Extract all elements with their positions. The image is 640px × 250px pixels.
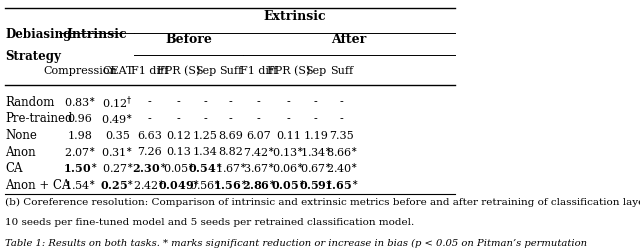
Text: CA: CA xyxy=(5,162,23,174)
Text: 3.67$^{\ast}$: 3.67$^{\ast}$ xyxy=(243,162,275,175)
Text: 2.30$^{\ast}$: 2.30$^{\ast}$ xyxy=(132,162,167,175)
Text: 8.66$^{\ast}$: 8.66$^{\ast}$ xyxy=(326,145,358,158)
Text: (b) Coreference resolution: Comparison of intrinsic and extrinsic metrics before: (b) Coreference resolution: Comparison o… xyxy=(5,197,640,206)
Text: 0.27$^{\ast}$: 0.27$^{\ast}$ xyxy=(102,162,134,175)
Text: -: - xyxy=(229,97,232,107)
Text: 1.54$^{\ast}$: 1.54$^{\ast}$ xyxy=(64,178,97,191)
Text: -: - xyxy=(177,114,180,124)
Text: Suff: Suff xyxy=(330,66,353,76)
Text: FPR (S): FPR (S) xyxy=(157,66,200,76)
Text: Intrinsic: Intrinsic xyxy=(67,28,127,40)
Text: 0.35: 0.35 xyxy=(105,130,130,140)
Text: 0.05$^{\ast}$: 0.05$^{\ast}$ xyxy=(163,162,195,175)
Text: 0.54$^{\ast}$: 0.54$^{\ast}$ xyxy=(188,162,223,175)
Text: 1.98: 1.98 xyxy=(68,130,93,140)
Text: -: - xyxy=(148,97,152,107)
Text: 0.67$^{\ast}$: 0.67$^{\ast}$ xyxy=(300,162,332,175)
Text: 0.96: 0.96 xyxy=(68,114,93,124)
Text: Sep: Sep xyxy=(195,66,216,76)
Text: Before: Before xyxy=(165,32,212,46)
Text: 2.07$^{\ast}$: 2.07$^{\ast}$ xyxy=(64,145,97,158)
Text: -: - xyxy=(204,114,207,124)
Text: -: - xyxy=(148,114,152,124)
Text: F1 diff: F1 diff xyxy=(240,66,277,76)
Text: -: - xyxy=(340,114,344,124)
Text: 1.65$^{\ast}$: 1.65$^{\ast}$ xyxy=(324,178,359,191)
Text: -: - xyxy=(177,97,180,107)
Text: 7.42$^{\ast}$: 7.42$^{\ast}$ xyxy=(243,145,275,158)
Text: Extrinsic: Extrinsic xyxy=(263,10,326,23)
Text: Debiasing: Debiasing xyxy=(5,28,72,40)
Text: -: - xyxy=(314,97,317,107)
Text: Random: Random xyxy=(5,96,54,108)
Text: Sep: Sep xyxy=(305,66,326,76)
Text: -: - xyxy=(204,97,207,107)
Text: Strategy: Strategy xyxy=(5,50,61,63)
Text: CEAT: CEAT xyxy=(102,66,133,76)
Text: 6.63: 6.63 xyxy=(137,130,162,140)
Text: 1.34$^{\ast}$: 1.34$^{\ast}$ xyxy=(300,145,332,158)
Text: -: - xyxy=(257,114,260,124)
Text: 0.11: 0.11 xyxy=(276,130,301,140)
Text: 0.13: 0.13 xyxy=(166,146,191,156)
Text: Anon: Anon xyxy=(5,145,36,158)
Text: -: - xyxy=(257,97,260,107)
Text: 0.49$^{\ast}$: 0.49$^{\ast}$ xyxy=(102,112,134,125)
Text: None: None xyxy=(5,128,37,141)
Text: 1.67$^{\ast}$: 1.67$^{\ast}$ xyxy=(214,162,247,175)
Text: Table 1: Results on both tasks. * marks significant reduction or increase in bia: Table 1: Results on both tasks. * marks … xyxy=(5,238,588,247)
Text: 8.69: 8.69 xyxy=(218,130,243,140)
Text: 7.35: 7.35 xyxy=(330,130,354,140)
Text: 0.59$^{\ast}$: 0.59$^{\ast}$ xyxy=(299,178,333,191)
Text: Suff: Suff xyxy=(219,66,243,76)
Text: 2.42$^{\ast}$: 2.42$^{\ast}$ xyxy=(133,178,166,191)
Text: 1.50$^{\ast}$: 1.50$^{\ast}$ xyxy=(63,162,97,175)
Text: 0.06$^{\ast}$: 0.06$^{\ast}$ xyxy=(272,162,305,175)
Text: 0.049$^{\ast}$: 0.049$^{\ast}$ xyxy=(157,178,200,191)
Text: FPR (S): FPR (S) xyxy=(267,66,310,76)
Text: -: - xyxy=(340,97,344,107)
Text: 1.34: 1.34 xyxy=(193,146,218,156)
Text: -: - xyxy=(287,114,291,124)
Text: Anon + CA: Anon + CA xyxy=(5,178,71,191)
Text: 1.25: 1.25 xyxy=(193,130,218,140)
Text: 1.56$^{\ast}$: 1.56$^{\ast}$ xyxy=(213,178,248,191)
Text: 0.83$^{\ast}$: 0.83$^{\ast}$ xyxy=(64,95,96,108)
Text: 10 seeds per fine-tuned model and 5 seeds per retrained classification model.: 10 seeds per fine-tuned model and 5 seed… xyxy=(5,217,415,226)
Text: 0.05$^{\ast}$: 0.05$^{\ast}$ xyxy=(271,178,306,191)
Text: F1 diff: F1 diff xyxy=(131,66,168,76)
Text: Compression: Compression xyxy=(44,66,117,76)
Text: 2.86$^{\ast}$: 2.86$^{\ast}$ xyxy=(242,178,276,191)
Text: 6.07: 6.07 xyxy=(246,130,271,140)
Text: 8.82: 8.82 xyxy=(218,146,243,156)
Text: Pre-trained: Pre-trained xyxy=(5,112,73,125)
Text: 0.12: 0.12 xyxy=(166,130,191,140)
Text: 0.56$^{\ast}$: 0.56$^{\ast}$ xyxy=(189,178,221,191)
Text: After: After xyxy=(332,32,367,46)
Text: 7.26: 7.26 xyxy=(137,146,162,156)
Text: -: - xyxy=(287,97,291,107)
Text: -: - xyxy=(229,114,232,124)
Text: 0.25$^{\ast}$: 0.25$^{\ast}$ xyxy=(100,178,135,191)
Text: 0.12$^{\dagger}$: 0.12$^{\dagger}$ xyxy=(102,94,133,110)
Text: 2.40$^{\ast}$: 2.40$^{\ast}$ xyxy=(326,162,358,175)
Text: 0.31$^{\ast}$: 0.31$^{\ast}$ xyxy=(102,145,134,158)
Text: -: - xyxy=(314,114,317,124)
Text: 0.13$^{\ast}$: 0.13$^{\ast}$ xyxy=(272,145,305,158)
Text: 1.19: 1.19 xyxy=(303,130,328,140)
